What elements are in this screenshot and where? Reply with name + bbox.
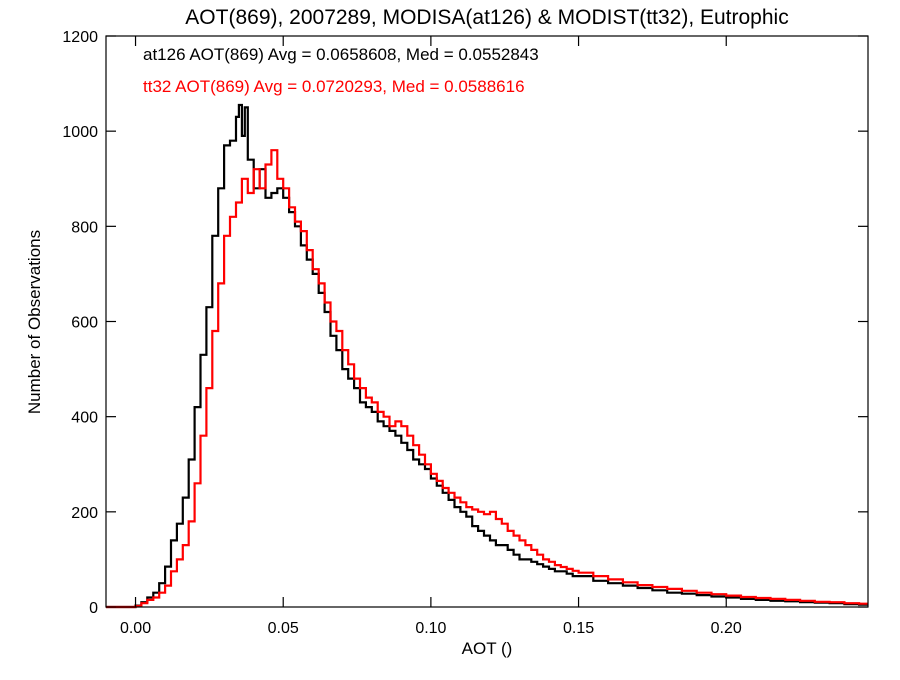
series-line-0 xyxy=(106,103,868,609)
legend-entry-at126: at126 AOT(869) Avg = 0.0658608, Med = 0.… xyxy=(143,45,539,64)
x-tick-label: 0.15 xyxy=(563,620,594,637)
y-tick-label: 600 xyxy=(71,315,98,332)
tick-layer: 0.00 0.05 0.10 0.15 0.20 0 200 400 600 800 1000 120… xyxy=(62,29,868,637)
series-line-1 xyxy=(106,149,868,609)
legend-entry-tt32: tt32 AOT(869) Avg = 0.0720293, Med = 0.0… xyxy=(143,77,525,96)
x-tick-label: 0.05 xyxy=(268,620,299,637)
y-tick-label: 200 xyxy=(71,505,98,522)
x-tick-label: 0.00 xyxy=(120,620,151,637)
x-tick-label: 0.10 xyxy=(415,620,446,637)
y-tick-label: 0 xyxy=(89,600,98,617)
y-tick-label: 400 xyxy=(71,410,98,427)
y-tick-label: 1200 xyxy=(62,29,98,46)
plot-frame xyxy=(105,35,869,608)
y-tick-label: 800 xyxy=(71,219,98,236)
y-axis-label: Number of Observations xyxy=(25,230,44,414)
series-layer xyxy=(106,103,868,609)
x-tick-label: 0.20 xyxy=(711,620,742,637)
chart-title: AOT(869), 2007289, MODISA(at126) & MODIS… xyxy=(185,6,788,29)
x-axis-label: AOT () xyxy=(462,639,513,658)
y-tick-label: 1000 xyxy=(62,124,98,141)
